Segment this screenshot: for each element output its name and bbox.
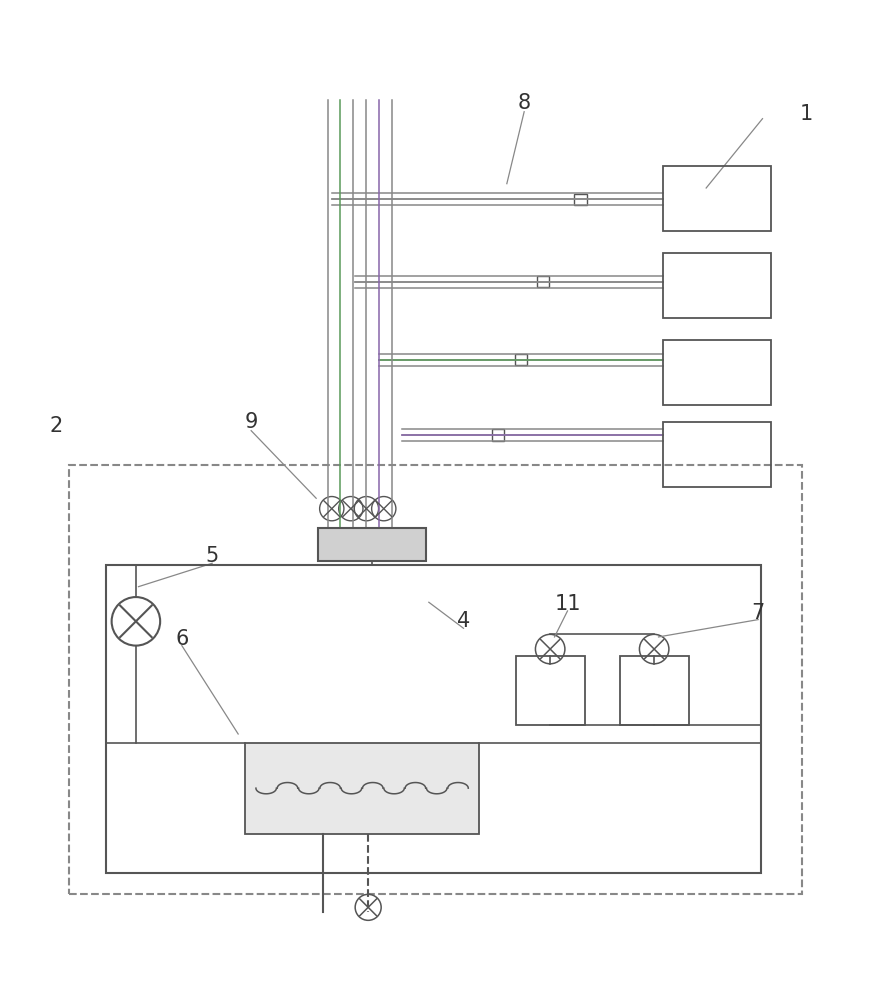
Bar [663, 166, 771, 231]
Bar [515, 656, 584, 725]
Text: 1: 1 [799, 104, 813, 124]
Text: 2: 2 [50, 416, 63, 436]
Text: 6: 6 [175, 629, 188, 649]
Bar [663, 253, 771, 318]
Text: 11: 11 [554, 594, 581, 614]
Text: 8: 8 [518, 93, 531, 113]
Bar [574, 194, 586, 205]
Bar [663, 340, 771, 405]
Text: 9: 9 [244, 412, 258, 432]
Bar [663, 422, 771, 487]
Bar [318, 528, 426, 561]
Bar [69, 465, 802, 894]
Bar [620, 656, 689, 725]
Text: 4: 4 [457, 611, 470, 631]
Bar [492, 429, 504, 441]
Text: 5: 5 [206, 546, 219, 566]
Bar [107, 565, 760, 873]
Bar [245, 743, 480, 834]
Bar [514, 354, 527, 365]
Text: 7: 7 [752, 603, 765, 623]
Bar [537, 276, 550, 287]
